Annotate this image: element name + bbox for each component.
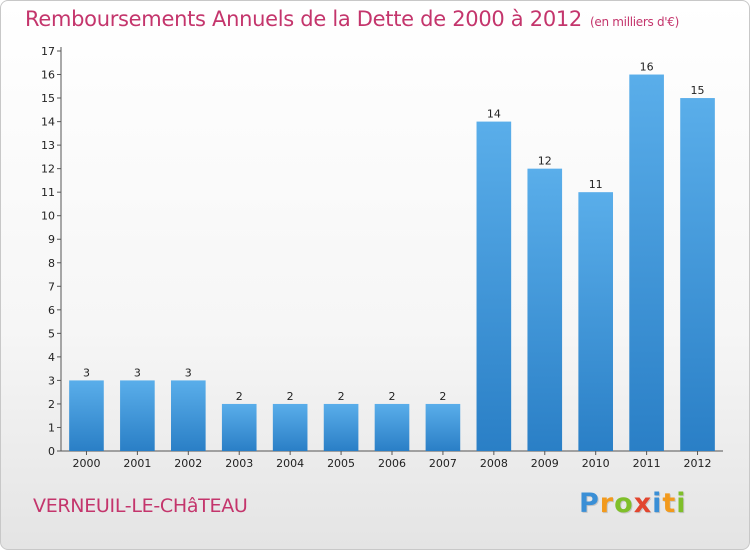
bar <box>476 121 512 452</box>
bar <box>120 380 155 451</box>
y-tick-label: 15 <box>41 92 55 105</box>
x-tick-label: 2012 <box>684 457 712 470</box>
bar <box>272 403 308 451</box>
bar <box>425 403 461 451</box>
bar <box>221 403 257 451</box>
logo-letter: t <box>662 488 677 519</box>
x-tick-label: 2010 <box>582 457 610 470</box>
y-tick-label: 16 <box>41 69 55 82</box>
x-tick-label: 2002 <box>174 457 202 470</box>
x-tick-label: 2009 <box>531 457 559 470</box>
x-tick-label: 2003 <box>225 457 253 470</box>
y-tick-label: 5 <box>48 327 55 340</box>
bar <box>323 403 359 451</box>
y-tick-label: 0 <box>48 445 55 458</box>
x-tick-label: 2011 <box>633 457 661 470</box>
y-tick-label: 1 <box>48 421 55 434</box>
x-tick-label: 2008 <box>480 457 508 470</box>
bar-value-label: 2 <box>439 390 446 403</box>
y-tick-label: 7 <box>48 280 55 293</box>
chart-subtitle: (en milliers d'€) <box>590 15 680 29</box>
bar <box>69 380 104 451</box>
y-tick-label: 10 <box>41 210 55 223</box>
bar-value-label: 16 <box>640 61 654 74</box>
bar-value-label: 14 <box>487 108 501 121</box>
bar-value-label: 3 <box>134 366 141 379</box>
bar <box>578 192 614 452</box>
bar <box>680 98 715 451</box>
y-tick-label: 4 <box>48 351 55 364</box>
x-tick-label: 2004 <box>276 457 304 470</box>
commune-name: VERNEUIL-LE-CHâTEAU <box>33 495 248 517</box>
bar-value-label: 2 <box>338 390 345 403</box>
y-tick-label: 13 <box>41 139 55 152</box>
logo-letter: x <box>633 488 653 519</box>
chart-title-text: Remboursements Annuels de la Dette de 20… <box>25 7 582 31</box>
bar-value-label: 3 <box>83 366 90 379</box>
logo-letter: o <box>614 488 634 519</box>
bar-value-label: 2 <box>287 390 294 403</box>
logo-letter: i <box>676 488 687 519</box>
bar-value-label: 3 <box>185 366 192 379</box>
bar-value-label: 2 <box>236 390 243 403</box>
bar <box>170 380 206 451</box>
x-tick-label: 2000 <box>72 457 100 470</box>
bar <box>374 403 410 451</box>
bar-value-label: 11 <box>589 178 603 191</box>
y-tick-label: 12 <box>41 163 55 176</box>
proxiti-logo: Proxiti <box>579 488 687 519</box>
y-tick-label: 8 <box>48 257 55 270</box>
x-tick-label: 2007 <box>429 457 457 470</box>
x-tick-label: 2005 <box>327 457 355 470</box>
y-tick-label: 11 <box>41 186 55 199</box>
value-labels: 3 3 3 2 2 2 2 2 14 12 11 16 15 <box>83 61 705 403</box>
x-tick-label: 2001 <box>123 457 151 470</box>
y-tick-label: 17 <box>41 45 55 58</box>
y-tick-label: 14 <box>41 116 55 129</box>
y-tick-label: 9 <box>48 233 55 246</box>
logo-letter: P <box>579 488 600 519</box>
x-tick-label: 2006 <box>378 457 406 470</box>
chart-title: Remboursements Annuels de la Dette de 20… <box>25 7 679 31</box>
y-tick-label: 6 <box>48 304 55 317</box>
logo-letter: i <box>652 488 663 519</box>
bar-value-label: 15 <box>691 84 705 97</box>
bar-value-label: 2 <box>389 390 396 403</box>
bar <box>527 168 563 451</box>
bars <box>69 74 715 452</box>
y-tick-label: 3 <box>48 374 55 387</box>
bar-value-label: 12 <box>538 155 552 168</box>
bar <box>629 74 664 451</box>
logo-letter: r <box>599 488 615 519</box>
y-tick-label: 2 <box>48 398 55 411</box>
